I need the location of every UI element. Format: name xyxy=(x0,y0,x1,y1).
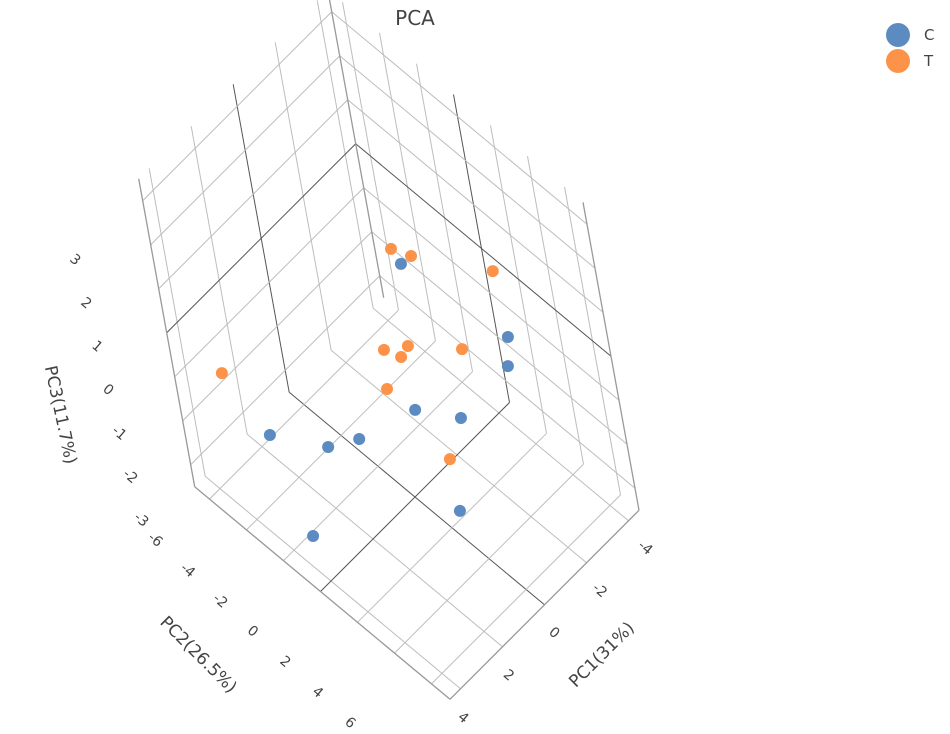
legend-marker-t xyxy=(886,49,910,73)
floor-gridline-pc1 xyxy=(330,349,587,564)
legend-label-t: T xyxy=(924,52,934,70)
floor-gridline-pc2 xyxy=(246,340,436,531)
data-point-c[interactable] xyxy=(501,360,514,373)
wall-gridline-pc3 xyxy=(174,187,365,378)
wall-gridline-pc3 xyxy=(182,231,373,422)
data-point-t[interactable] xyxy=(456,343,469,356)
box-edge xyxy=(582,202,640,511)
wall-gridline-pc3 xyxy=(166,143,357,334)
legend-item-c[interactable]: C xyxy=(886,22,934,48)
wall-gridline-pc3 xyxy=(379,275,636,489)
floor-gridline-pc2 xyxy=(283,371,473,562)
floor-gridline-pc1 xyxy=(372,307,629,522)
data-point-t[interactable] xyxy=(381,382,394,395)
wall-gridline-pc3 xyxy=(331,11,588,225)
y-tick-label: 4 xyxy=(309,684,326,702)
wall-gridline-pc3 xyxy=(142,11,333,202)
z-tick-label: 0 xyxy=(99,381,116,399)
x-tick-label: -4 xyxy=(635,537,656,558)
data-point-c[interactable] xyxy=(307,530,320,543)
floor-gridline-pc1 xyxy=(246,433,503,648)
data-point-c[interactable] xyxy=(394,257,407,270)
data-point-t[interactable] xyxy=(405,249,418,262)
legend-label-c: C xyxy=(924,26,935,44)
box-edge xyxy=(138,178,196,487)
z-tick-label: 3 xyxy=(66,251,83,269)
data-point-c[interactable] xyxy=(409,403,422,416)
chart-title: PCA xyxy=(395,6,435,30)
wall-gridline-pc3 xyxy=(158,99,349,290)
x-tick-label: 4 xyxy=(454,709,471,727)
x-tick-label: -2 xyxy=(589,580,610,601)
z-tick-label: -3 xyxy=(131,509,152,530)
data-point-c[interactable] xyxy=(501,331,514,344)
legend-marker-c xyxy=(886,23,910,47)
data-point-c[interactable] xyxy=(322,440,335,453)
floor-gridline-pc1 xyxy=(288,391,545,606)
data-point-c[interactable] xyxy=(263,429,276,442)
z-tick-label: 2 xyxy=(77,294,94,312)
wall-gridline-pc3 xyxy=(150,55,341,246)
data-point-t[interactable] xyxy=(443,453,456,466)
wall-gridline-pc3 xyxy=(355,143,612,357)
y-tick-label: -2 xyxy=(210,590,231,611)
x-tick-label: 2 xyxy=(500,667,517,685)
y-tick-label: -4 xyxy=(177,560,198,581)
data-point-c[interactable] xyxy=(453,504,466,517)
data-point-t[interactable] xyxy=(486,265,499,278)
y-tick-label: 0 xyxy=(244,623,261,641)
legend: C T xyxy=(886,22,934,74)
floor-gridline-pc1 xyxy=(204,475,461,690)
data-point-t[interactable] xyxy=(215,367,228,380)
floor-gridline-pc2 xyxy=(209,309,399,500)
z-tick-label: 1 xyxy=(88,338,105,356)
z-tick-label: -2 xyxy=(120,466,141,487)
floor-gridline-pc2 xyxy=(320,402,510,592)
y-tick-label: -6 xyxy=(145,529,166,550)
y-tick-label: 6 xyxy=(341,714,358,732)
floor-gridline-pc2 xyxy=(394,463,584,654)
data-point-t[interactable] xyxy=(395,351,408,364)
box-edge xyxy=(328,0,385,298)
floor-gridline-pc2 xyxy=(431,494,621,685)
wall-gridline-pc3 xyxy=(339,55,596,269)
y-tick-label: 2 xyxy=(276,653,293,671)
wall-gridline-pc3 xyxy=(363,187,620,401)
data-point-t[interactable] xyxy=(401,339,414,352)
data-point-c[interactable] xyxy=(454,412,467,425)
data-point-c[interactable] xyxy=(353,432,366,445)
wall-gridline-pc3 xyxy=(371,231,628,445)
box-edge xyxy=(449,509,640,700)
z-tick-label: -1 xyxy=(109,423,130,444)
data-point-t[interactable] xyxy=(384,242,397,255)
wall-gridline-pc3 xyxy=(347,99,604,313)
box-edge xyxy=(194,486,451,700)
legend-item-t[interactable]: T xyxy=(886,48,934,74)
data-point-t[interactable] xyxy=(377,343,390,356)
wall-gridline-pc3 xyxy=(190,275,381,466)
x-tick-label: 0 xyxy=(545,624,562,642)
floor-gridline-pc2 xyxy=(357,432,547,623)
